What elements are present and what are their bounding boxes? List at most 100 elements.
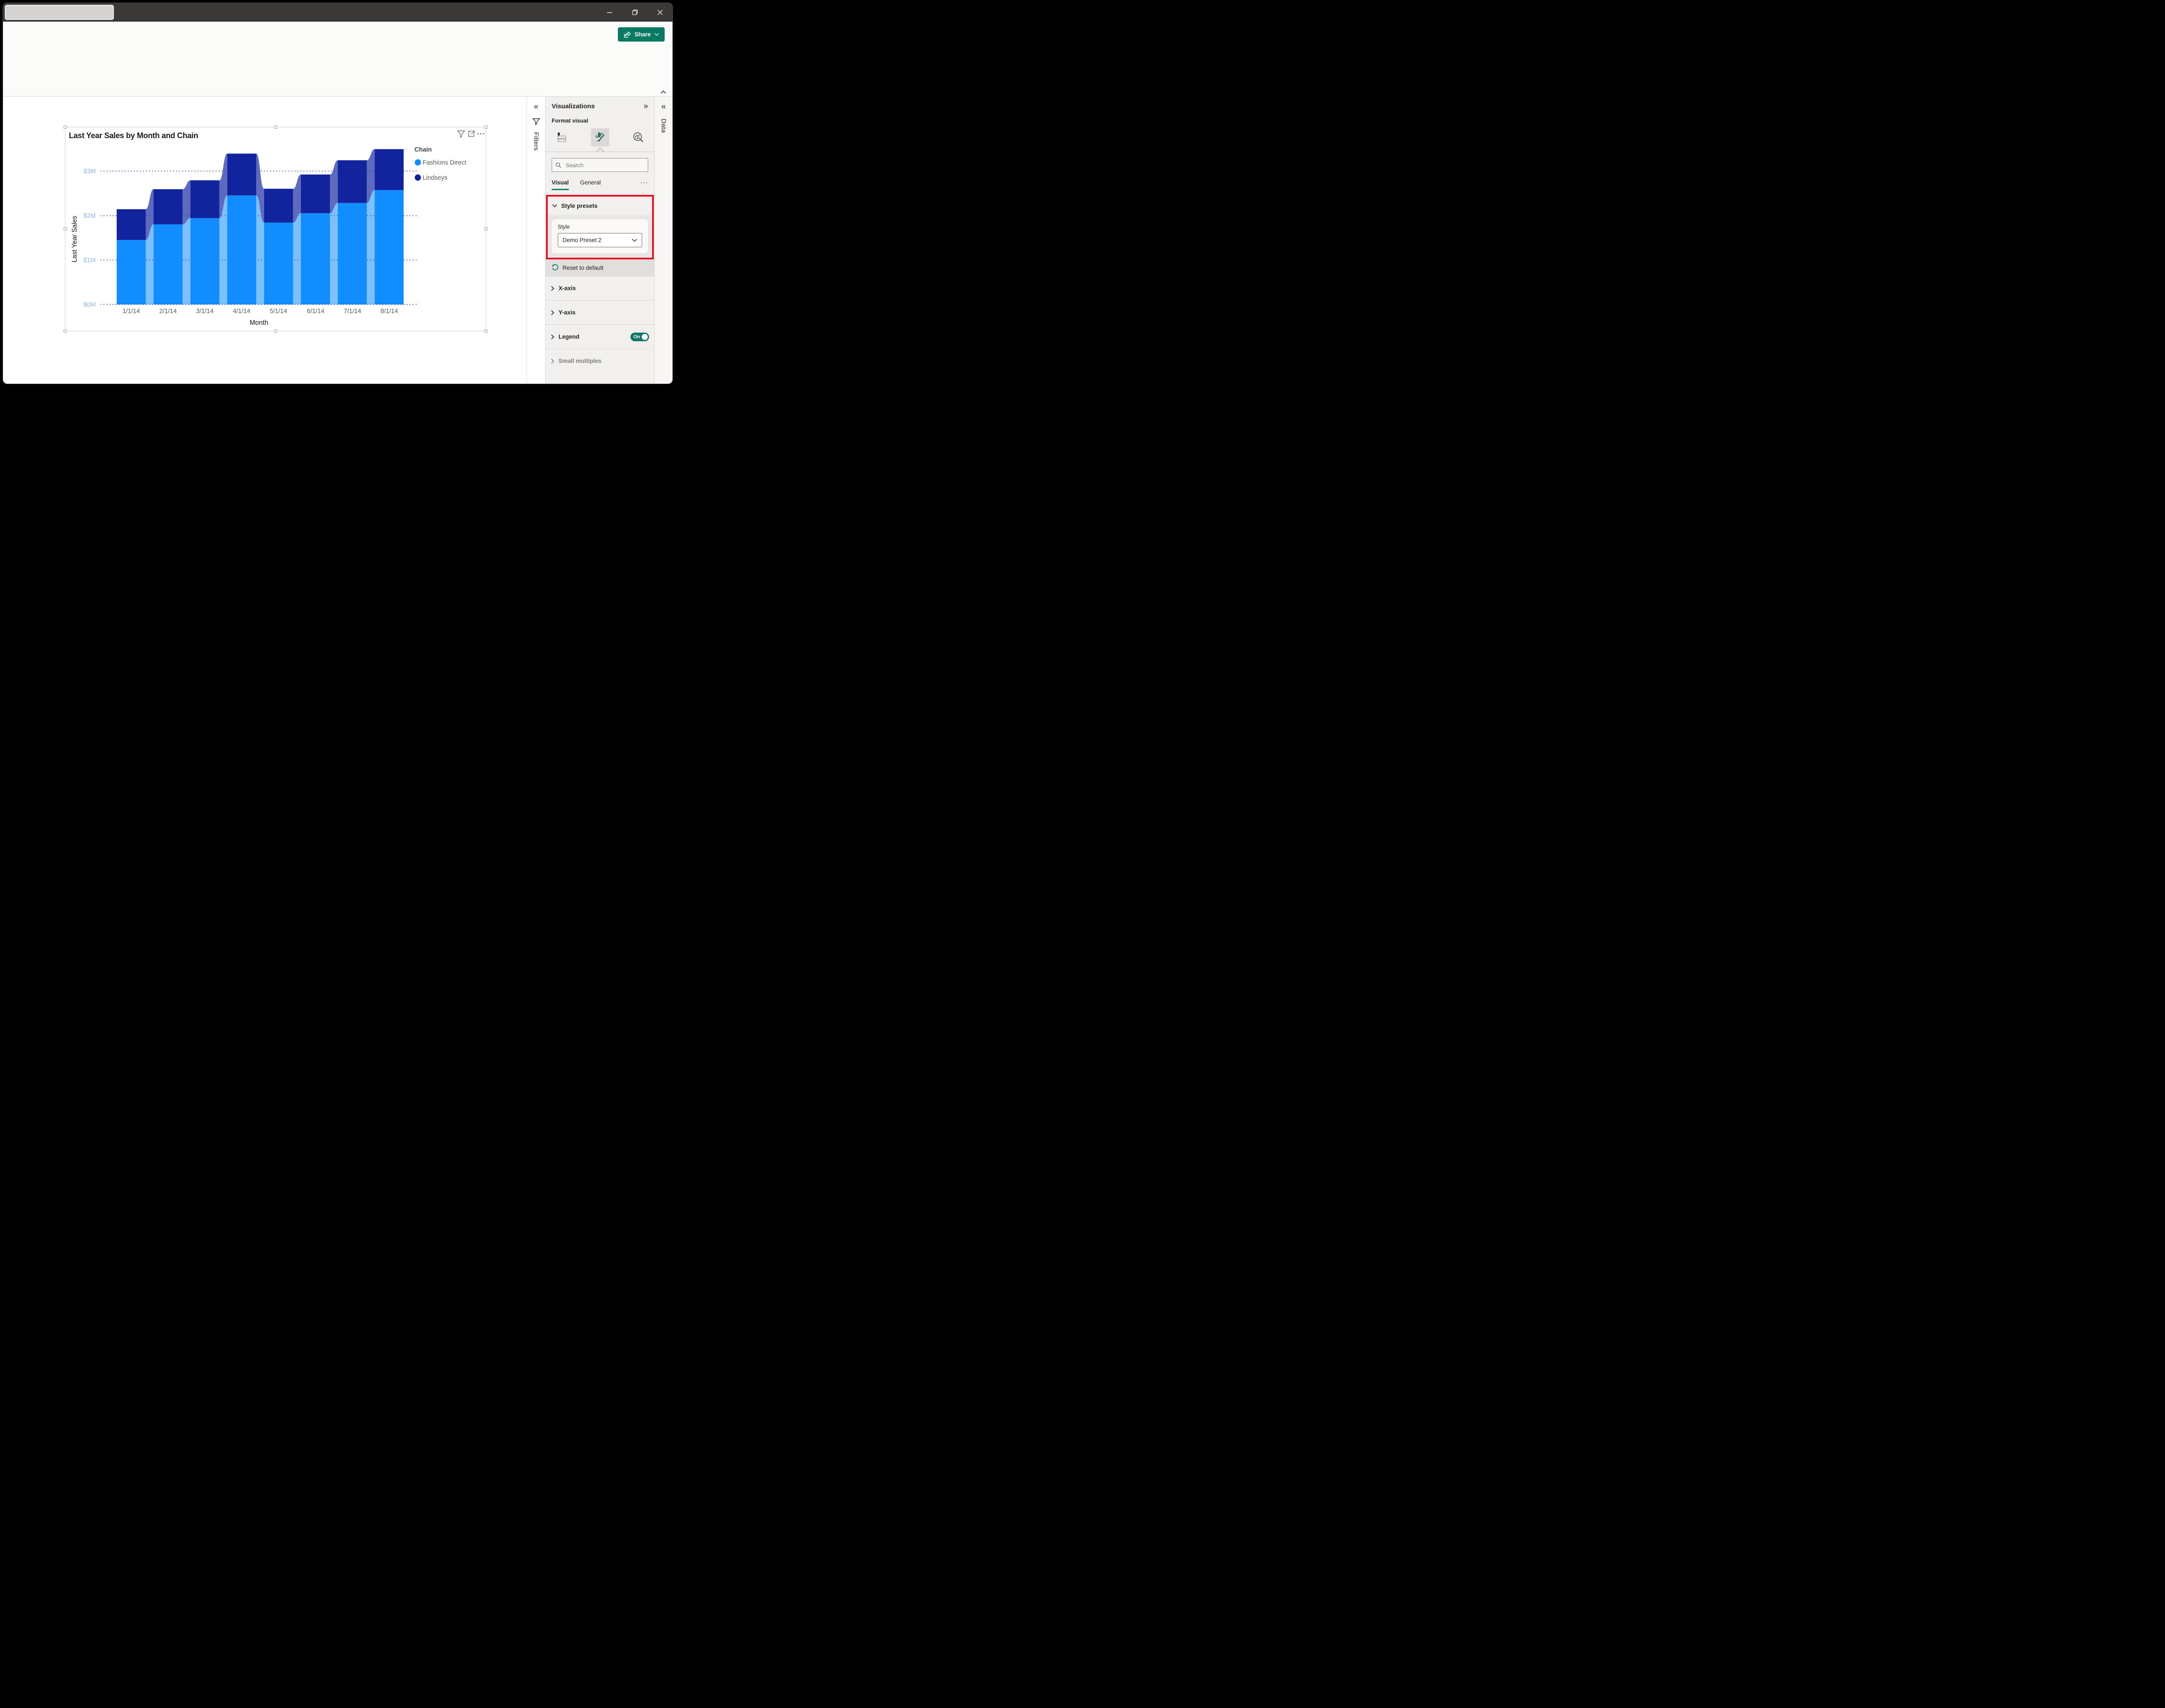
titlebar-redacted-area (5, 5, 114, 20)
selection-handle[interactable] (64, 330, 67, 333)
ribbon-fashions-direct[interactable] (367, 190, 375, 304)
focus-mode-icon[interactable] (468, 130, 475, 137)
column-segment-fashions-direct[interactable] (338, 203, 367, 304)
section-y-axis[interactable]: Y-axis (546, 300, 654, 324)
chevron-down-icon (654, 33, 659, 36)
legend-title: Chain (414, 146, 432, 153)
style-field-label: Style (558, 224, 570, 230)
filters-collapsed-pane[interactable]: « Filters (527, 97, 546, 384)
column-segment-lindseys[interactable] (375, 149, 404, 190)
more-options-icon[interactable] (477, 133, 485, 135)
visualizations-pane: Visualizations » Format visual (546, 97, 654, 384)
red-annotation-box: Style presets Style Demo Preset 2 (546, 195, 654, 259)
share-label: Share (634, 31, 651, 38)
svg-text:$1M: $1M (84, 257, 96, 264)
svg-text:3/1/14: 3/1/14 (196, 308, 213, 315)
column-segment-lindseys[interactable] (116, 209, 146, 240)
ribbon-fashions-direct[interactable] (219, 195, 227, 304)
column-segment-fashions-direct[interactable] (190, 218, 220, 304)
column-segment-fashions-direct[interactable] (301, 213, 330, 304)
search-icon (556, 162, 561, 168)
selection-handle[interactable] (274, 126, 277, 129)
column-segment-fashions-direct[interactable] (116, 240, 146, 304)
share-button[interactable]: Share (618, 27, 665, 42)
svg-text:8/1/14: 8/1/14 (381, 308, 398, 315)
tab-visual[interactable]: Visual (552, 179, 569, 190)
filters-pane-label: Filters (532, 132, 540, 151)
search-box[interactable] (552, 158, 648, 172)
section-x-axis[interactable]: X-axis (546, 276, 654, 300)
column-segment-lindseys[interactable] (227, 153, 256, 196)
ribbon-fashions-direct[interactable] (330, 203, 338, 304)
minimize-button[interactable] (597, 3, 622, 22)
legend-dot (414, 174, 421, 181)
x-axis-tick-labels: 1/1/14 2/1/14 3/1/14 4/1/14 5/1/14 6/1/1… (123, 308, 398, 315)
style-preset-dropdown[interactable]: Demo Preset 2 (558, 233, 642, 247)
reset-to-default-button[interactable]: Reset to default (546, 259, 654, 276)
legend-dot (414, 159, 421, 166)
y-axis-tick-labels: $3M $2M $1M $0M (84, 168, 96, 308)
section-small-multiples[interactable]: Small multiples (546, 349, 654, 373)
ribbon-fashions-direct[interactable] (182, 218, 191, 304)
svg-text:6/1/14: 6/1/14 (307, 308, 324, 315)
ribbon-fashions-direct[interactable] (145, 224, 154, 304)
format-visual-tab[interactable] (591, 128, 609, 146)
ribbon-lindseys[interactable] (219, 153, 227, 218)
selection-handle[interactable] (64, 227, 67, 230)
selection-handle[interactable] (64, 126, 67, 129)
app-window: Share (3, 3, 672, 384)
report-canvas[interactable]: Last Year Sales by Month and Chain (3, 97, 527, 384)
section-legend[interactable]: Legend On (546, 324, 654, 349)
selection-handle[interactable] (485, 227, 488, 230)
svg-text:Lindseys: Lindseys (423, 175, 447, 181)
selection-handle[interactable] (485, 330, 488, 333)
selection-handle[interactable] (274, 330, 277, 333)
build-visual-tab[interactable] (553, 128, 571, 146)
column-segment-lindseys[interactable] (338, 160, 367, 203)
svg-text:7/1/14: 7/1/14 (344, 308, 361, 315)
column-segment-fashions-direct[interactable] (375, 190, 404, 304)
legend-toggle[interactable]: On (630, 332, 649, 341)
column-segment-lindseys[interactable] (190, 180, 220, 218)
ribbon-lindseys[interactable] (293, 174, 301, 223)
selection-handle[interactable] (485, 126, 488, 129)
visual-filter-icon[interactable] (457, 130, 465, 138)
column-segment-lindseys[interactable] (301, 174, 330, 214)
column-segment-fashions-direct[interactable] (227, 195, 256, 304)
ribbon-lindseys[interactable] (145, 189, 154, 240)
ribbon-lindseys[interactable] (182, 180, 191, 225)
ribbon-fashions-direct[interactable] (256, 195, 264, 304)
analytics-icon (633, 132, 643, 142)
stacked-columns[interactable] (116, 149, 404, 304)
analytics-tab[interactable] (629, 128, 647, 146)
tab-general[interactable]: General (580, 179, 601, 186)
ribbon-lindseys[interactable] (367, 149, 375, 203)
search-input[interactable] (565, 161, 644, 169)
column-segment-lindseys[interactable] (264, 188, 293, 223)
svg-text:$3M: $3M (84, 168, 96, 175)
ribbon-lindseys[interactable] (330, 160, 338, 214)
pane-switcher-icons (546, 124, 654, 146)
collapse-ribbon-button[interactable] (660, 90, 666, 94)
column-segment-lindseys[interactable] (153, 189, 183, 225)
restore-button[interactable] (622, 3, 647, 22)
title-bar (3, 3, 672, 22)
collapse-visualizations-icon[interactable]: » (643, 102, 648, 111)
style-presets-header[interactable]: Style presets (548, 197, 652, 215)
chevron-right-icon (551, 310, 554, 315)
data-pane-label: Data (660, 119, 667, 133)
chevron-right-icon (551, 334, 554, 340)
format-tabs: Visual General ··· (546, 172, 654, 191)
expand-data-icon: « (661, 102, 666, 111)
tabs-overflow-button[interactable]: ··· (640, 179, 648, 186)
ribbon-chart-visual[interactable]: Last Year Sales by Month and Chain (64, 126, 488, 333)
legend-item-lindseys[interactable]: Lindseys (414, 174, 447, 181)
column-segment-fashions-direct[interactable] (153, 224, 183, 304)
data-collapsed-pane[interactable]: « Data (654, 97, 672, 384)
svg-text:Fashions Direct: Fashions Direct (423, 159, 466, 166)
legend-item-fashions-direct[interactable]: Fashions Direct (414, 159, 466, 166)
column-segment-fashions-direct[interactable] (264, 222, 293, 304)
ribbon-transitions (145, 149, 375, 304)
ribbon-fashions-direct[interactable] (293, 213, 301, 304)
close-button[interactable] (647, 3, 672, 22)
